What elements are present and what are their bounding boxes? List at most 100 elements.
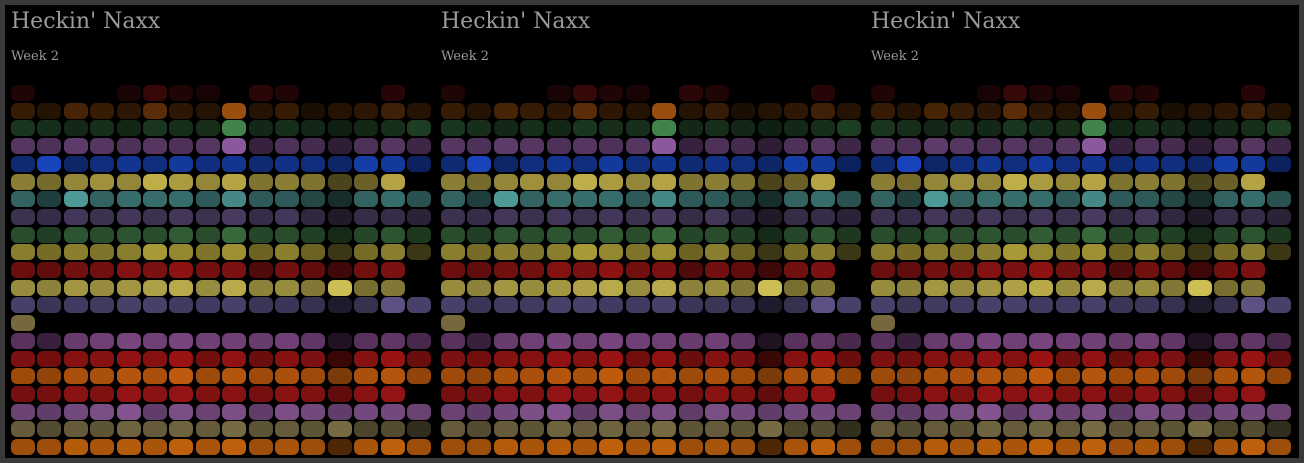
grid-cell — [195, 173, 220, 190]
grid-cell — [1161, 421, 1186, 438]
grid-cell — [546, 244, 571, 261]
grid-cell — [976, 244, 1001, 261]
grid-cell — [923, 120, 948, 137]
grid-cell — [1214, 155, 1239, 172]
grid-cell — [897, 120, 922, 137]
grid-cell — [248, 350, 273, 367]
grid-cell — [950, 120, 975, 137]
grid-cell — [301, 332, 326, 349]
grid-cell — [520, 173, 545, 190]
grid-cell — [810, 262, 835, 278]
grid-cell — [1187, 279, 1212, 296]
grid-cell — [327, 138, 352, 155]
grid-cell — [380, 85, 405, 101]
grid-cell — [90, 385, 115, 402]
grid-cell — [301, 120, 326, 137]
grid-cell — [837, 332, 861, 349]
grid-cell — [520, 385, 545, 402]
grid-cell — [380, 120, 405, 137]
grid-cell — [143, 262, 167, 278]
panel-2: Heckin' Naxx Week 2 — [435, 5, 865, 463]
grid-cell — [1187, 421, 1212, 438]
grid-cell — [301, 368, 326, 385]
grid-cell — [810, 173, 835, 190]
grid-cell — [275, 262, 299, 278]
grid-cell — [1055, 226, 1080, 243]
grid-cell — [1082, 279, 1107, 296]
panel-subtitle: Week 2 — [11, 49, 59, 64]
grid-cell — [1055, 85, 1080, 101]
grid-cell — [923, 191, 948, 208]
grid-cell — [837, 120, 861, 137]
grid-cell — [1267, 155, 1291, 172]
grid-cell — [90, 421, 115, 438]
grid-cell — [195, 279, 220, 296]
grid-cell — [1003, 173, 1027, 190]
grid-cell — [520, 102, 545, 119]
grid-cell — [327, 297, 352, 314]
grid-cell — [493, 173, 518, 190]
grid-cell — [467, 244, 492, 261]
grid-cell — [493, 385, 518, 402]
grid-cell — [467, 332, 492, 349]
grid-cell — [976, 439, 1001, 455]
grid-cell — [248, 421, 273, 438]
grid-cell — [380, 138, 405, 155]
grid-cell — [441, 279, 465, 296]
grid-cell — [678, 368, 703, 385]
grid-cell — [705, 297, 729, 314]
grid-cell — [810, 208, 835, 225]
grid-cell — [143, 226, 167, 243]
grid-cell — [63, 155, 88, 172]
grid-cell — [599, 85, 624, 101]
grid-cell — [1003, 85, 1027, 101]
grid-cell — [169, 262, 194, 278]
grid-cell — [897, 368, 922, 385]
grid-cell — [520, 297, 545, 314]
grid-cell — [1055, 138, 1080, 155]
grid-cell — [169, 332, 194, 349]
grid-cell — [222, 102, 247, 119]
grid-cell — [1187, 439, 1212, 455]
grid-cell — [1082, 332, 1107, 349]
grid-cell — [380, 297, 405, 314]
grid-cell — [731, 403, 756, 420]
grid-cell — [976, 297, 1001, 314]
grid-cell — [1214, 385, 1239, 402]
grid-cell — [1108, 120, 1133, 137]
grid-cell — [1214, 208, 1239, 225]
grid-cell — [169, 120, 194, 137]
grid-cell — [380, 439, 405, 455]
grid-cell — [222, 368, 247, 385]
grid-cell — [11, 368, 35, 385]
grid-cell — [1240, 350, 1265, 367]
grid-cell — [705, 439, 729, 455]
grid-cell — [731, 368, 756, 385]
grid-cell — [1135, 244, 1159, 261]
grid-cell — [1055, 208, 1080, 225]
grid-cell — [1214, 226, 1239, 243]
grid-cell — [275, 421, 299, 438]
grid-cell — [1161, 120, 1186, 137]
grid-cell — [467, 155, 492, 172]
grid-cell — [169, 350, 194, 367]
grid-cell — [625, 173, 650, 190]
grid-cell — [301, 138, 326, 155]
grid-cell — [11, 350, 35, 367]
grid-cell — [837, 403, 861, 420]
grid-cell — [1240, 403, 1265, 420]
grid-cell — [1135, 385, 1159, 402]
grid-cell — [950, 368, 975, 385]
grid-cell — [520, 191, 545, 208]
grid-cell — [837, 102, 861, 119]
grid-cell — [327, 226, 352, 243]
grid-cell — [116, 208, 141, 225]
grid-cell — [354, 279, 379, 296]
grid-cell — [1029, 120, 1054, 137]
grid-cell — [520, 403, 545, 420]
grid-cell — [705, 385, 729, 402]
grid-cell — [37, 208, 62, 225]
grid-cell — [1108, 262, 1133, 278]
grid-cell — [599, 244, 624, 261]
grid-cell — [275, 385, 299, 402]
